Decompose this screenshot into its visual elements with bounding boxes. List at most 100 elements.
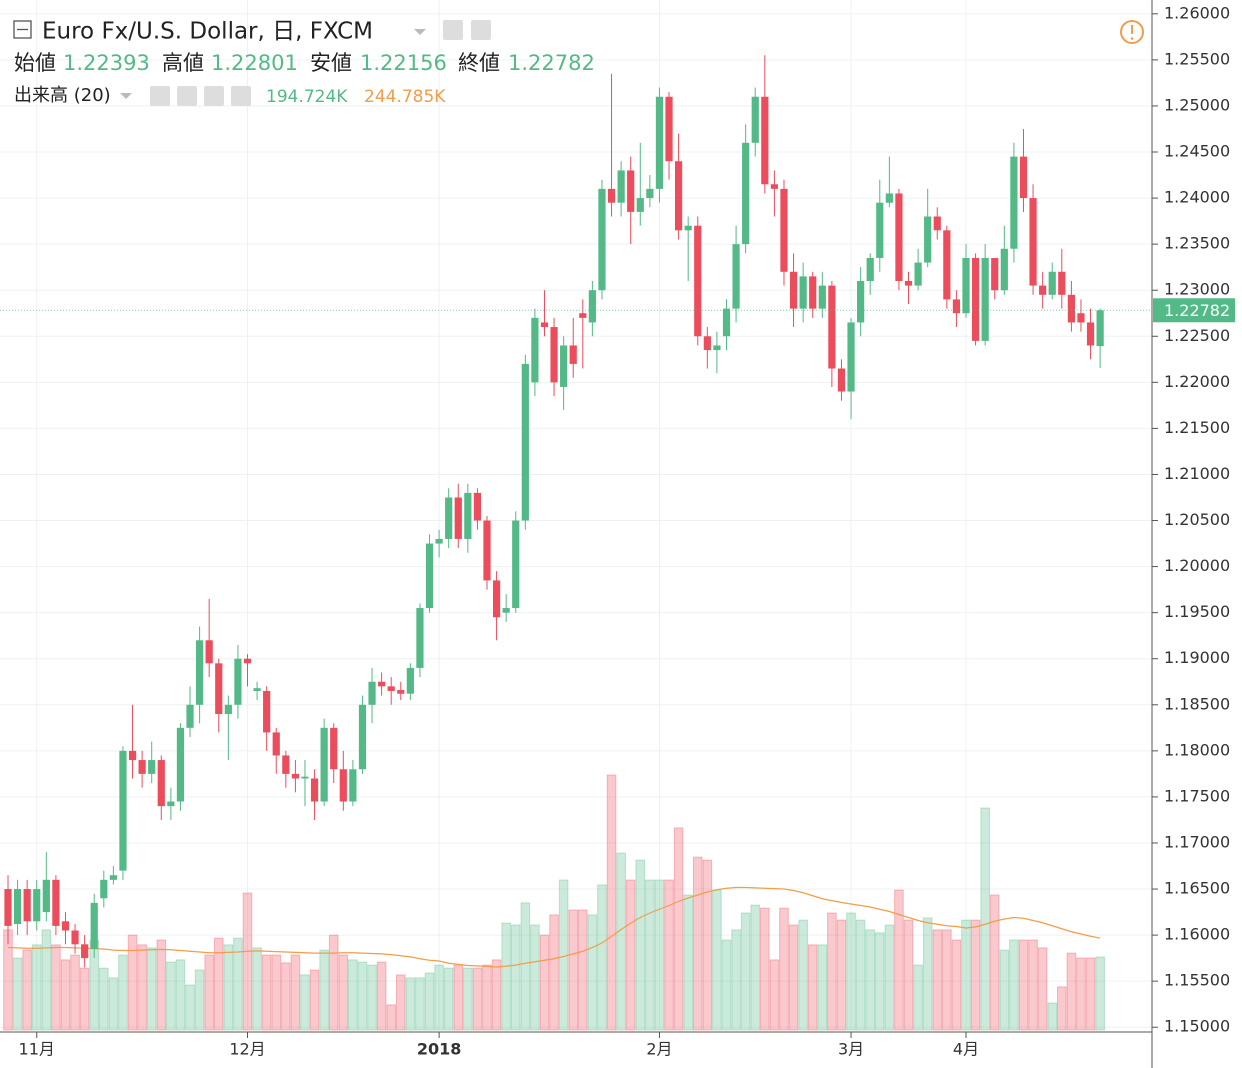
volume-bar	[817, 944, 828, 1031]
candle-body	[128, 750, 137, 761]
volume-bar	[1009, 939, 1019, 1031]
candle-body	[263, 690, 271, 733]
candle-body	[282, 755, 290, 774]
volume-bar	[989, 894, 1000, 1031]
volume-bar	[328, 934, 339, 1031]
volume-bar	[271, 954, 282, 1031]
volume-bar	[261, 954, 272, 1031]
candle-body	[291, 773, 299, 779]
candle-body	[607, 188, 616, 203]
eye-icon[interactable]	[150, 86, 170, 106]
candle-body	[109, 875, 117, 880]
volume-bar	[290, 954, 301, 1031]
y-tick-label: 1.21000	[1164, 464, 1230, 483]
candle-body	[435, 538, 443, 544]
candle-body	[425, 543, 434, 609]
volume-bar	[510, 924, 521, 1031]
volume-bar	[233, 937, 243, 1031]
candle-body	[1067, 294, 1075, 323]
candle-body	[1077, 313, 1085, 323]
candle-body	[416, 608, 424, 668]
volume-bar	[1037, 947, 1048, 1031]
volume-bar	[213, 937, 224, 1031]
dropdown-icon[interactable]	[414, 29, 426, 35]
candle-body	[310, 778, 319, 802]
settings-icon[interactable]	[471, 20, 491, 40]
volume-bar	[1076, 957, 1086, 1031]
candle-body	[981, 257, 989, 341]
high-label: 高値	[162, 51, 204, 75]
volume-bar	[520, 902, 531, 1031]
volume-bar	[31, 944, 42, 1031]
volume-bar	[625, 879, 636, 1031]
candle-body	[617, 170, 625, 203]
volume-bar	[1028, 939, 1038, 1031]
alert-icon[interactable]	[1120, 20, 1144, 44]
chart-title: Euro Fx/U.S. Dollar, 日, FXCM	[42, 19, 373, 45]
volume-bar	[970, 919, 981, 1031]
candles	[0, 55, 1152, 968]
candle-body	[991, 257, 999, 291]
candle-body	[234, 658, 242, 705]
collapse-icon[interactable]	[13, 20, 32, 39]
candle-body	[215, 663, 223, 714]
y-tick-label: 1.20500	[1164, 510, 1230, 529]
volume-bar	[798, 919, 808, 1031]
volume-bar	[281, 962, 291, 1031]
y-tick-label: 1.22000	[1164, 372, 1230, 391]
candle-body	[243, 658, 252, 664]
candle-body	[904, 280, 913, 286]
candle-body	[186, 704, 194, 728]
volume-title: 出来高 (20)	[14, 85, 111, 106]
volume-bar	[865, 929, 876, 1031]
candle-body	[272, 732, 280, 756]
volume-bar	[175, 959, 186, 1031]
candle-body	[540, 322, 549, 328]
candle-body	[1019, 156, 1028, 199]
volume-bar	[482, 964, 492, 1031]
candle-body	[799, 276, 807, 309]
axes: 1.15000 1.15500 1.16000 1.16500 1.17000 1.175…	[19, 3, 1235, 1059]
y-tick-label: 1.26000	[1164, 3, 1230, 22]
volume-bar	[70, 954, 80, 1031]
volume-bar	[951, 939, 962, 1031]
candle-body	[895, 193, 903, 281]
candle-body	[492, 580, 501, 618]
volume-bar	[338, 954, 349, 1031]
volume-bar	[597, 884, 607, 1031]
volume-bar	[204, 954, 214, 1031]
candle-body	[713, 345, 721, 351]
candle-body	[924, 216, 932, 263]
candle-body	[176, 727, 185, 802]
volume-bar	[108, 977, 119, 1031]
volume-bar	[807, 944, 818, 1031]
volume-bar	[99, 967, 109, 1031]
candle-body	[789, 271, 798, 309]
volume-bar	[443, 967, 454, 1031]
candle-body	[847, 322, 855, 392]
eye-icon[interactable]	[443, 20, 463, 40]
open-label: 始値	[14, 51, 56, 75]
volume-bar	[1057, 986, 1067, 1031]
volume-bar	[22, 949, 32, 1031]
add-icon[interactable]	[204, 86, 224, 106]
volume-bar	[1047, 1002, 1058, 1031]
candle-body	[502, 608, 510, 613]
volume-bar	[855, 919, 866, 1031]
settings-icon[interactable]	[177, 86, 197, 106]
remove-icon[interactable]	[231, 86, 251, 106]
volume-bar	[357, 961, 368, 1031]
candle-body	[1010, 156, 1018, 249]
candle-body	[722, 308, 731, 337]
dropdown-icon[interactable]	[120, 93, 132, 99]
candle-body	[675, 161, 683, 231]
volume-bar	[1085, 957, 1096, 1031]
volume-ma-value: 244.785K	[364, 87, 446, 107]
candle-body	[473, 492, 482, 521]
x-tick-label: 2018	[417, 1040, 462, 1059]
candle-body	[646, 188, 654, 199]
candle-body	[13, 889, 22, 925]
volume-bar	[999, 949, 1010, 1031]
candle-body	[90, 902, 98, 949]
